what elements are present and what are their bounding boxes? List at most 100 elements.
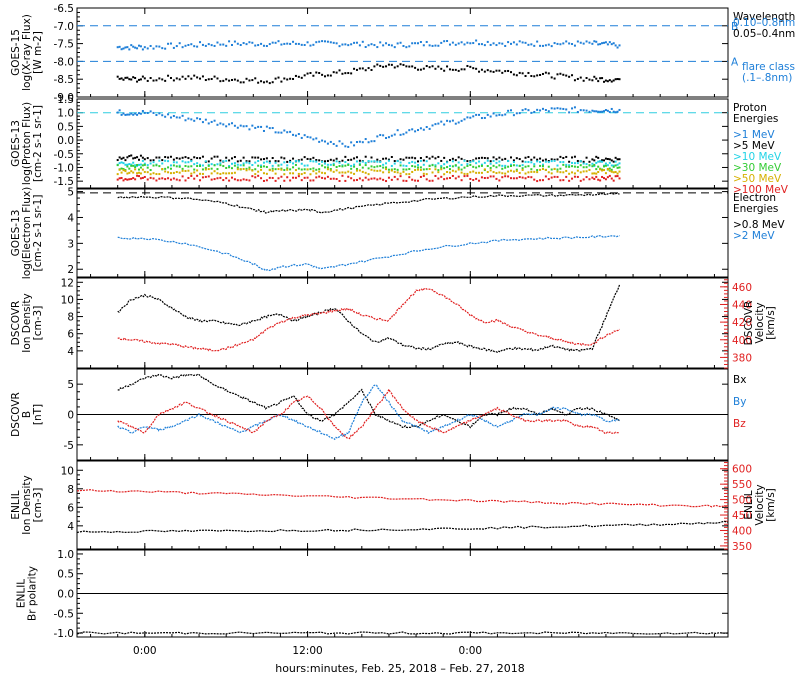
data-point	[318, 140, 321, 143]
data-point	[518, 164, 521, 167]
data-point	[489, 169, 492, 172]
data-point	[489, 43, 492, 46]
data-point	[233, 162, 236, 165]
data-point	[437, 65, 440, 68]
data-point	[565, 108, 568, 111]
y-axis-label-line: [cm-3]	[32, 488, 44, 523]
data-point	[573, 165, 576, 168]
data-point	[315, 137, 318, 140]
series-density	[117, 284, 621, 353]
data-point	[193, 168, 196, 171]
data-point	[318, 170, 321, 173]
y-tick-label: 4	[67, 212, 74, 224]
data-point	[492, 112, 495, 115]
data-point	[303, 134, 306, 137]
data-point	[358, 163, 361, 166]
data-point	[312, 170, 315, 173]
data-point	[466, 164, 469, 167]
data-point	[271, 176, 274, 179]
data-point	[530, 43, 533, 46]
data-point	[355, 68, 358, 71]
data-point	[141, 159, 144, 162]
y-tick-label: 10	[61, 294, 74, 306]
data-point	[486, 113, 489, 116]
data-point	[286, 131, 289, 134]
data-point	[379, 177, 382, 180]
data-point	[443, 40, 446, 43]
data-point	[472, 67, 475, 70]
y-tick-label: 5	[67, 187, 74, 199]
data-point	[239, 81, 242, 84]
data-point	[431, 155, 434, 158]
data-point	[472, 170, 475, 173]
data-point	[608, 161, 611, 164]
data-point	[271, 167, 274, 170]
y-tick-label: -1.0	[54, 628, 75, 640]
data-point	[128, 178, 131, 181]
data-point	[425, 65, 428, 68]
data-point	[562, 107, 565, 110]
data-point	[504, 164, 507, 167]
data-point	[510, 177, 512, 180]
data-point	[280, 163, 283, 166]
data-point	[254, 173, 257, 176]
data-point	[149, 162, 152, 165]
data-point	[204, 44, 207, 47]
data-point	[257, 164, 260, 167]
data-point	[460, 163, 463, 166]
data-point	[472, 165, 475, 168]
data-point	[309, 136, 312, 139]
data-point	[550, 107, 553, 110]
data-point	[309, 173, 312, 176]
data-point	[448, 176, 451, 179]
data-point	[353, 41, 356, 44]
data-point	[492, 156, 495, 159]
data-point	[242, 167, 245, 170]
data-point	[332, 170, 335, 173]
data-point	[515, 43, 518, 46]
series--0-8-mev	[117, 192, 620, 214]
data-point	[396, 42, 399, 45]
data-point	[172, 164, 175, 167]
data-point	[504, 172, 507, 175]
right-axis-label-line: Velocity	[754, 484, 766, 525]
data-point	[143, 163, 146, 166]
data-point	[550, 45, 553, 48]
data-point	[286, 42, 289, 45]
data-point	[361, 170, 364, 173]
data-point	[289, 168, 292, 171]
data-point	[315, 172, 318, 175]
data-point	[370, 168, 373, 171]
data-point	[245, 169, 248, 172]
y-tick-label: 1.0	[57, 108, 74, 120]
data-point	[344, 171, 347, 174]
data-point	[597, 80, 600, 83]
data-point	[201, 121, 204, 124]
right-y-tick-label: 440	[732, 299, 752, 311]
series--1-mev	[116, 106, 621, 148]
data-point	[300, 162, 303, 165]
data-point	[434, 67, 437, 70]
data-point	[472, 160, 475, 163]
data-point	[169, 172, 172, 175]
data-point	[512, 114, 515, 117]
y-tick-label: 0.5	[57, 569, 74, 581]
data-point	[213, 170, 216, 173]
data-point	[460, 41, 463, 44]
data-point	[405, 156, 408, 159]
data-point	[169, 76, 172, 79]
data-point	[437, 44, 440, 47]
y-axis-label: GOES-13log(Electron Flux)[cm-2 s-1 sr-1]	[10, 187, 44, 279]
data-point	[201, 164, 204, 167]
data-point	[579, 41, 582, 44]
data-point	[610, 107, 613, 110]
data-point	[139, 172, 142, 175]
data-point	[618, 78, 621, 81]
data-point	[292, 162, 295, 165]
data-point	[501, 172, 504, 175]
data-point	[126, 163, 129, 166]
data-point	[118, 77, 121, 80]
y-axis-label: DSCOVRB[nT]	[10, 392, 44, 437]
data-point	[601, 159, 604, 162]
data-point	[130, 78, 133, 81]
